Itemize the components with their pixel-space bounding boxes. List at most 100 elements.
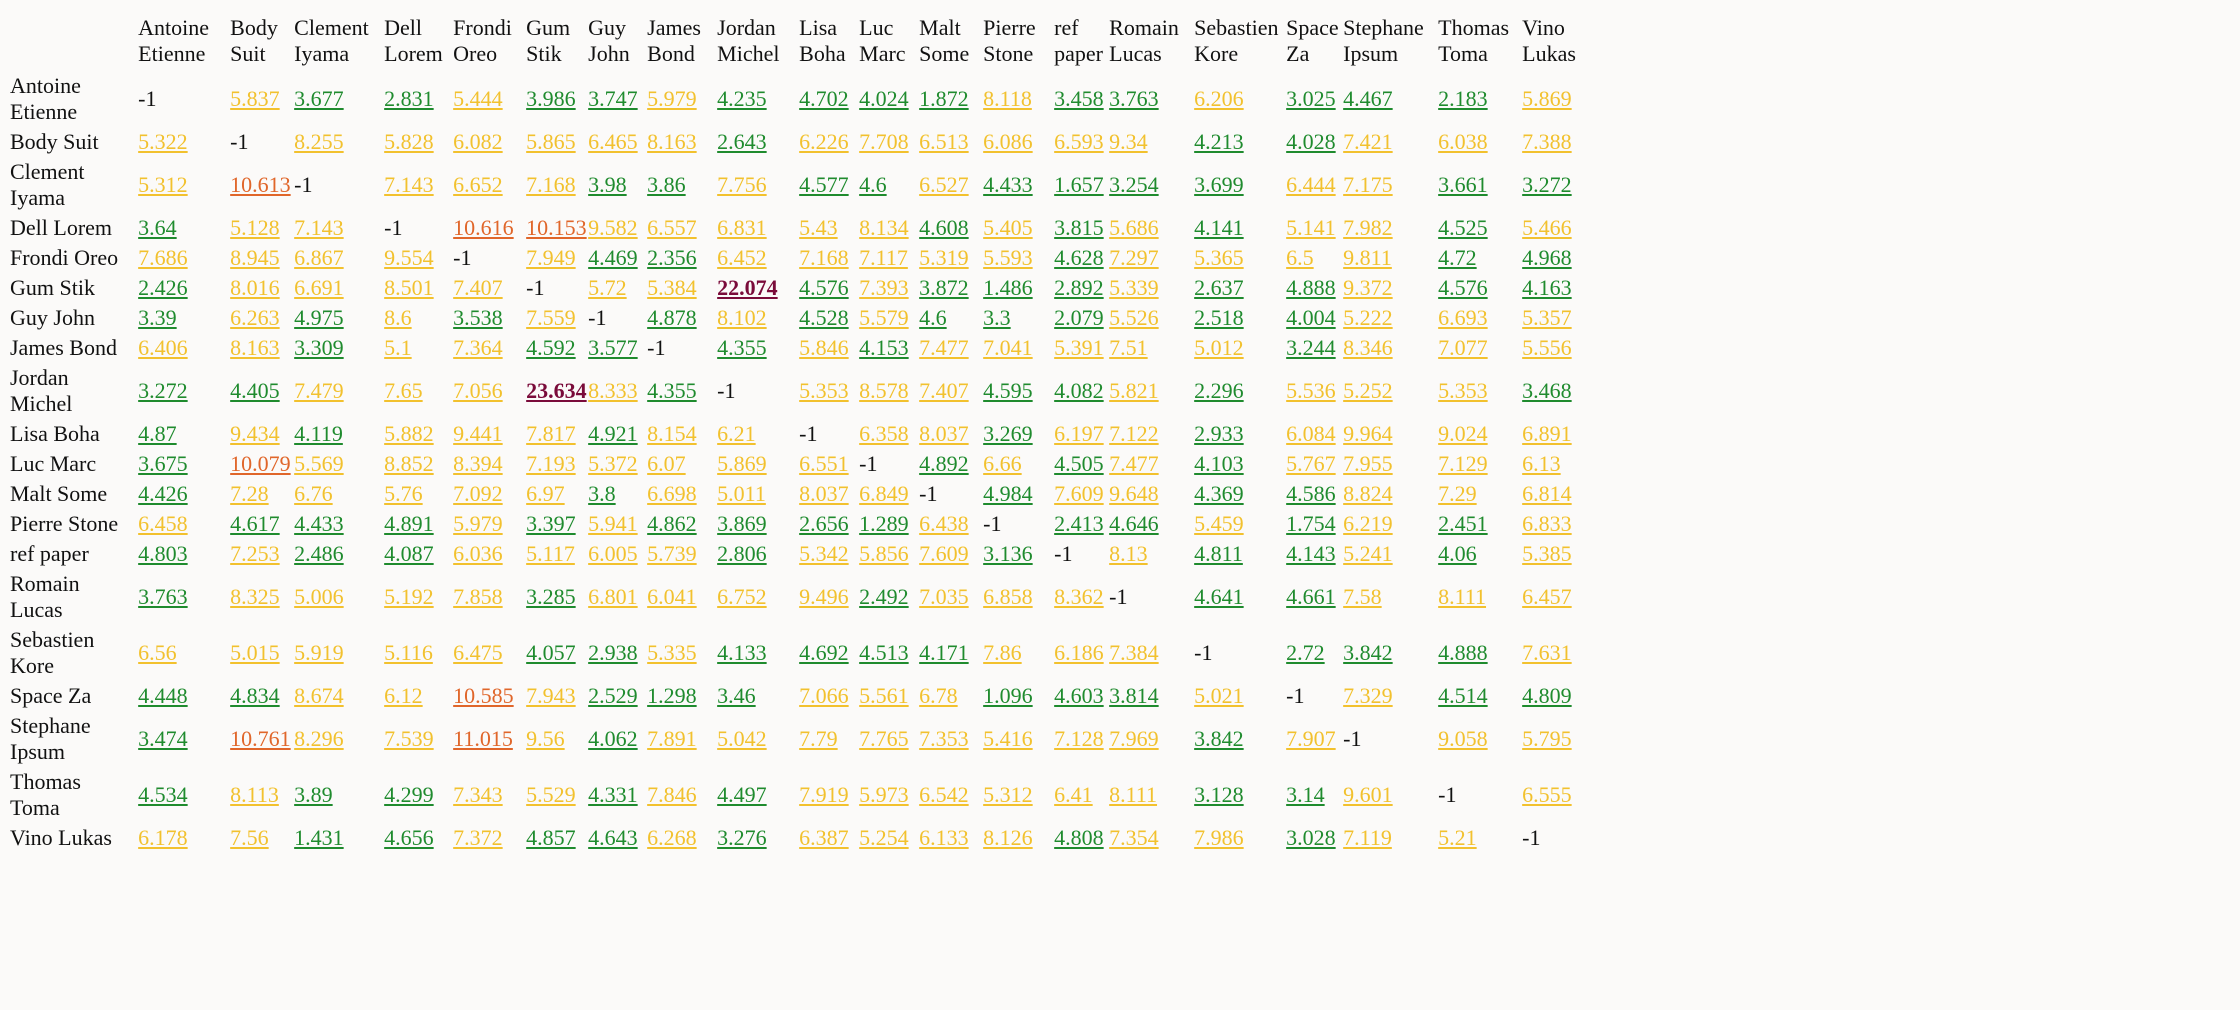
- distance-value-link[interactable]: 4.235: [717, 86, 767, 111]
- distance-value-link[interactable]: 3.028: [1286, 825, 1336, 850]
- distance-value-link[interactable]: 4.004: [1286, 305, 1336, 330]
- distance-value-link[interactable]: 6.814: [1522, 481, 1572, 506]
- distance-value-link[interactable]: 8.102: [717, 305, 767, 330]
- distance-value-link[interactable]: 4.975: [294, 305, 344, 330]
- distance-value-link[interactable]: 5.116: [384, 640, 433, 665]
- distance-value-link[interactable]: 7.756: [717, 172, 767, 197]
- distance-value-link[interactable]: 4.628: [1054, 245, 1104, 270]
- distance-value-link[interactable]: 9.372: [1343, 275, 1393, 300]
- distance-value-link[interactable]: 2.831: [384, 86, 434, 111]
- distance-value-link[interactable]: 6.358: [859, 421, 909, 446]
- distance-value-link[interactable]: 8.126: [983, 825, 1033, 850]
- distance-value-link[interactable]: 5.222: [1343, 305, 1393, 330]
- distance-value-link[interactable]: 3.815: [1054, 215, 1104, 240]
- distance-value-link[interactable]: 10.761: [230, 726, 291, 751]
- distance-value-link[interactable]: 6.038: [1438, 129, 1488, 154]
- distance-value-link[interactable]: 1.754: [1286, 511, 1336, 536]
- distance-value-link[interactable]: 4.448: [138, 683, 188, 708]
- distance-value-link[interactable]: 4.592: [526, 335, 576, 360]
- distance-value-link[interactable]: 1.872: [919, 86, 969, 111]
- distance-value-link[interactable]: 7.817: [526, 421, 576, 446]
- distance-value-link[interactable]: 4.608: [919, 215, 969, 240]
- distance-value-link[interactable]: 6.206: [1194, 86, 1244, 111]
- distance-value-link[interactable]: 7.129: [1438, 451, 1488, 476]
- distance-value-link[interactable]: 6.452: [717, 245, 767, 270]
- distance-value-link[interactable]: 3.3: [983, 305, 1011, 330]
- distance-value-link[interactable]: 9.56: [526, 726, 565, 751]
- distance-value-link[interactable]: 3.763: [1109, 86, 1159, 111]
- distance-value-link[interactable]: 5.015: [230, 640, 280, 665]
- distance-value-link[interactable]: 7.86: [983, 640, 1022, 665]
- distance-value-link[interactable]: 3.577: [588, 335, 638, 360]
- distance-value-link[interactable]: 7.79: [799, 726, 838, 751]
- distance-value-link[interactable]: 7.393: [859, 275, 909, 300]
- distance-value-link[interactable]: 7.168: [526, 172, 576, 197]
- distance-value-link[interactable]: 7.765: [859, 726, 909, 751]
- distance-value-link[interactable]: 2.637: [1194, 275, 1244, 300]
- distance-value-link[interactable]: 6.652: [453, 172, 503, 197]
- distance-value-link[interactable]: 7.708: [859, 129, 909, 154]
- distance-value-link[interactable]: 6.5: [1286, 245, 1314, 270]
- distance-value-link[interactable]: 7.168: [799, 245, 849, 270]
- distance-value-link[interactable]: 7.035: [919, 584, 969, 609]
- distance-value-link[interactable]: 7.943: [526, 683, 576, 708]
- distance-value-link[interactable]: 4.646: [1109, 511, 1159, 536]
- distance-value-link[interactable]: 4.062: [588, 726, 638, 751]
- distance-value-link[interactable]: 7.384: [1109, 640, 1159, 665]
- distance-value-link[interactable]: 6.831: [717, 215, 767, 240]
- distance-value-link[interactable]: 7.28: [230, 481, 269, 506]
- distance-value-link[interactable]: 2.356: [647, 245, 697, 270]
- distance-value-link[interactable]: 3.675: [138, 451, 188, 476]
- distance-value-link[interactable]: 2.518: [1194, 305, 1244, 330]
- distance-value-link[interactable]: 2.938: [588, 640, 638, 665]
- distance-value-link[interactable]: 4.534: [138, 782, 188, 807]
- distance-value-link[interactable]: 4.586: [1286, 481, 1336, 506]
- distance-value-link[interactable]: 7.986: [1194, 825, 1244, 850]
- distance-value-link[interactable]: 6.458: [138, 511, 188, 536]
- distance-value-link[interactable]: 3.842: [1343, 640, 1393, 665]
- distance-value-link[interactable]: 4.692: [799, 640, 849, 665]
- distance-value-link[interactable]: 4.514: [1438, 683, 1488, 708]
- distance-value-link[interactable]: 3.397: [526, 511, 576, 536]
- distance-value-link[interactable]: 8.852: [384, 451, 434, 476]
- distance-value-link[interactable]: 7.388: [1522, 129, 1572, 154]
- distance-value-link[interactable]: 4.803: [138, 541, 188, 566]
- distance-value-link[interactable]: 7.297: [1109, 245, 1159, 270]
- distance-value-link[interactable]: 5.353: [1438, 378, 1488, 403]
- distance-value-link[interactable]: 7.56: [230, 825, 269, 850]
- distance-value-link[interactable]: 5.846: [799, 335, 849, 360]
- distance-value-link[interactable]: 8.154: [647, 421, 697, 446]
- distance-value-link[interactable]: 9.601: [1343, 782, 1393, 807]
- distance-value-link[interactable]: 5.012: [1194, 335, 1244, 360]
- distance-value-link[interactable]: 6.56: [138, 640, 177, 665]
- distance-value-link[interactable]: 8.163: [647, 129, 697, 154]
- distance-value-link[interactable]: 6.849: [859, 481, 909, 506]
- distance-value-link[interactable]: 7.891: [647, 726, 697, 751]
- distance-value-link[interactable]: 3.468: [1522, 378, 1572, 403]
- distance-value-link[interactable]: 4.576: [1438, 275, 1488, 300]
- distance-value-link[interactable]: 5.192: [384, 584, 434, 609]
- distance-value-link[interactable]: 5.579: [859, 305, 909, 330]
- distance-value-link[interactable]: 3.677: [294, 86, 344, 111]
- distance-value-link[interactable]: 9.441: [453, 421, 503, 446]
- distance-value-link[interactable]: 2.183: [1438, 86, 1488, 111]
- distance-value-link[interactable]: 4.028: [1286, 129, 1336, 154]
- distance-value-link[interactable]: 5.556: [1522, 335, 1572, 360]
- distance-value-link[interactable]: 6.801: [588, 584, 638, 609]
- distance-value-link[interactable]: 4.984: [983, 481, 1033, 506]
- distance-value-link[interactable]: 9.496: [799, 584, 849, 609]
- distance-value-link[interactable]: 8.824: [1343, 481, 1393, 506]
- distance-value-link[interactable]: 2.806: [717, 541, 767, 566]
- distance-value-link[interactable]: 3.869: [717, 511, 767, 536]
- distance-value-link[interactable]: 7.539: [384, 726, 434, 751]
- distance-value-link[interactable]: 3.244: [1286, 335, 1336, 360]
- distance-value-link[interactable]: 4.968: [1522, 245, 1572, 270]
- distance-value-link[interactable]: 4.497: [717, 782, 767, 807]
- distance-value-link[interactable]: 5.979: [647, 86, 697, 111]
- distance-value-link[interactable]: 3.272: [1522, 172, 1572, 197]
- distance-value-link[interactable]: 5.128: [230, 215, 280, 240]
- distance-value-link[interactable]: 5.042: [717, 726, 767, 751]
- distance-value-link[interactable]: 3.136: [983, 541, 1033, 566]
- distance-value-link[interactable]: 6.593: [1054, 129, 1104, 154]
- distance-value-link[interactable]: 8.501: [384, 275, 434, 300]
